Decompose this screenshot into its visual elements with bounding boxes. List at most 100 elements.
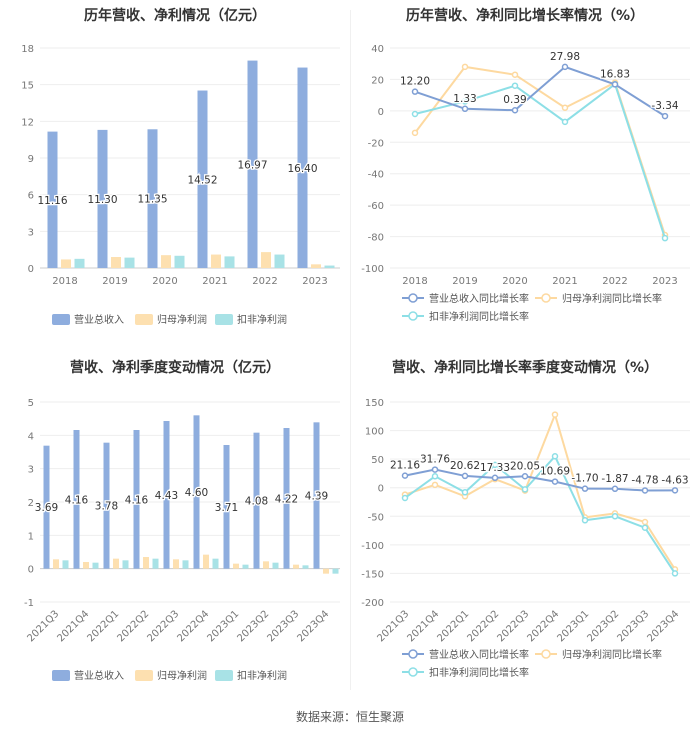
bar-net-profit <box>233 563 239 569</box>
data-point <box>491 461 499 469</box>
legend-label: 归母净利润 <box>157 313 207 326</box>
x-tick-label: 2023Q4 <box>296 609 332 645</box>
legend-swatch <box>215 670 233 681</box>
y-tick-label: 0 <box>28 264 34 275</box>
y-tick-label: 4 <box>28 431 34 442</box>
x-tick-label: 2021Q3 <box>26 609 62 645</box>
x-tick-label: 2022 <box>602 276 627 287</box>
data-label: 27.98 <box>550 51 580 63</box>
bar-revenue <box>133 430 140 569</box>
bar-revenue <box>247 60 258 268</box>
data-point <box>461 63 469 71</box>
data-label: 0.39 <box>503 94 526 106</box>
y-tick-label: -150 <box>361 569 384 580</box>
chart-title: 营收、净利同比增长率季度变动情况（%） <box>392 359 658 376</box>
bar-net-profit <box>323 568 329 574</box>
data-label: 14.52 <box>187 174 217 186</box>
y-tick-label: 6 <box>28 191 34 202</box>
x-tick-label: 2019 <box>102 276 127 287</box>
legend-label: 扣非净利润 <box>237 313 287 326</box>
series-line-2 <box>404 454 676 574</box>
bar-revenue <box>97 129 108 268</box>
data-label: -4.63 <box>661 474 688 486</box>
x-tick-label: 2022Q2 <box>116 609 152 645</box>
legend-label: 归母净利润同比增长率 <box>562 648 662 661</box>
x-tick-label: 2022Q1 <box>436 609 472 645</box>
chart-svg: 历年营收、净利情况（亿元） 0 3 6 9 12 15 18 2018 2019 2020 2021 2… <box>21 7 340 326</box>
bar-revenue <box>197 90 208 269</box>
data-label: 20.62 <box>450 460 480 472</box>
data-point <box>461 98 469 105</box>
data-label: 4.08 <box>245 496 268 508</box>
data-point <box>521 473 529 480</box>
bar-net-profit <box>211 254 221 268</box>
legend-label: 归母净利润 <box>157 669 207 682</box>
bar-deducted-profit <box>324 265 335 268</box>
y-tick-label: 5 <box>28 398 34 409</box>
chart-title: 营收、净利季度变动情况（亿元） <box>70 359 280 376</box>
y-tick-label: 3 <box>28 227 34 238</box>
data-label: 4.43 <box>155 490 178 502</box>
bar-deducted-profit <box>152 558 159 569</box>
chart-svg: 历年营收、净利同比增长率情况（%） 40 20 0 -20 -40 -60 -80 -100 20… <box>361 7 690 323</box>
annual-growth-rate-chart: 历年营收、净利同比增长率情况（%） 40 20 0 -20 -40 -60 -80 -100 20… <box>350 0 700 350</box>
data-label: 16.83 <box>600 68 630 80</box>
bar-deducted-profit <box>212 558 219 569</box>
data-label: 11.35 <box>137 194 167 206</box>
chart-svg: 营收、净利季度变动情况（亿元）-10123452021Q32021Q42022Q… <box>24 359 340 682</box>
chart-title: 历年营收、净利情况（亿元） <box>84 7 266 24</box>
legend-label: 扣非净利润同比增长率 <box>429 310 529 323</box>
data-point <box>461 472 469 480</box>
legend-marker <box>408 667 418 677</box>
data-label: -3.34 <box>651 100 678 112</box>
data-point <box>551 478 559 485</box>
bar-deducted-profit <box>332 568 339 574</box>
legend-swatch <box>52 670 70 681</box>
bar-net-profit <box>293 564 299 569</box>
data-point <box>461 489 469 496</box>
x-tick-label: 2022Q3 <box>146 609 182 645</box>
legend-swatch <box>135 314 153 325</box>
data-label: 4.16 <box>125 494 149 506</box>
x-tick-label: 2018 <box>52 276 77 287</box>
bar-net-profit <box>113 558 119 569</box>
bar-net-profit <box>143 557 149 569</box>
panel-divider <box>350 10 351 690</box>
chart-svg: 营收、净利同比增长率季度变动情况（%） 150 100 50 0 -50 -100 -150 -… <box>361 359 690 679</box>
data-point <box>561 63 569 71</box>
bar-deducted-profit <box>302 565 309 569</box>
y-tick-label: -50 <box>368 512 384 523</box>
x-tick-label: 2023Q3 <box>616 609 652 645</box>
data-point <box>431 473 439 480</box>
data-point <box>611 513 619 520</box>
data-label: 4.60 <box>185 487 208 499</box>
series-line-0 <box>414 65 666 117</box>
bar-net-profit <box>261 252 271 268</box>
data-label: 21.16 <box>390 460 420 472</box>
annual-revenue-profit-chart: 历年营收、净利情况（亿元） 0 3 6 9 12 15 18 2018 2019 2020 2021 2… <box>0 0 350 350</box>
data-label: 3.69 <box>35 502 58 514</box>
bar-net-profit <box>61 259 71 268</box>
y-tick-label: 15 <box>21 81 34 92</box>
bar-deducted-profit <box>224 256 235 268</box>
x-tick-label: 2019 <box>452 276 477 287</box>
legend-swatch <box>215 314 233 325</box>
bar-net-profit <box>161 255 171 268</box>
y-tick-label: -200 <box>361 598 384 609</box>
chart-title: 历年营收、净利同比增长率情况（%） <box>406 7 644 24</box>
y-tick-label: -20 <box>368 138 384 149</box>
data-point <box>401 494 409 502</box>
bar-net-profit <box>111 257 121 268</box>
data-point <box>511 71 519 78</box>
y-tick-label: 0 <box>28 565 34 576</box>
y-tick-label: 2 <box>28 498 34 509</box>
data-point <box>461 105 469 113</box>
x-tick-label: 2022 <box>252 276 277 287</box>
y-tick-label: -80 <box>368 233 384 244</box>
x-tick-label: 2022Q1 <box>86 609 122 645</box>
y-tick-label: -100 <box>361 541 384 552</box>
bar-deducted-profit <box>272 562 279 569</box>
bar-deducted-profit <box>274 254 285 268</box>
bar-revenue <box>297 67 308 268</box>
bar-revenue <box>103 442 110 569</box>
